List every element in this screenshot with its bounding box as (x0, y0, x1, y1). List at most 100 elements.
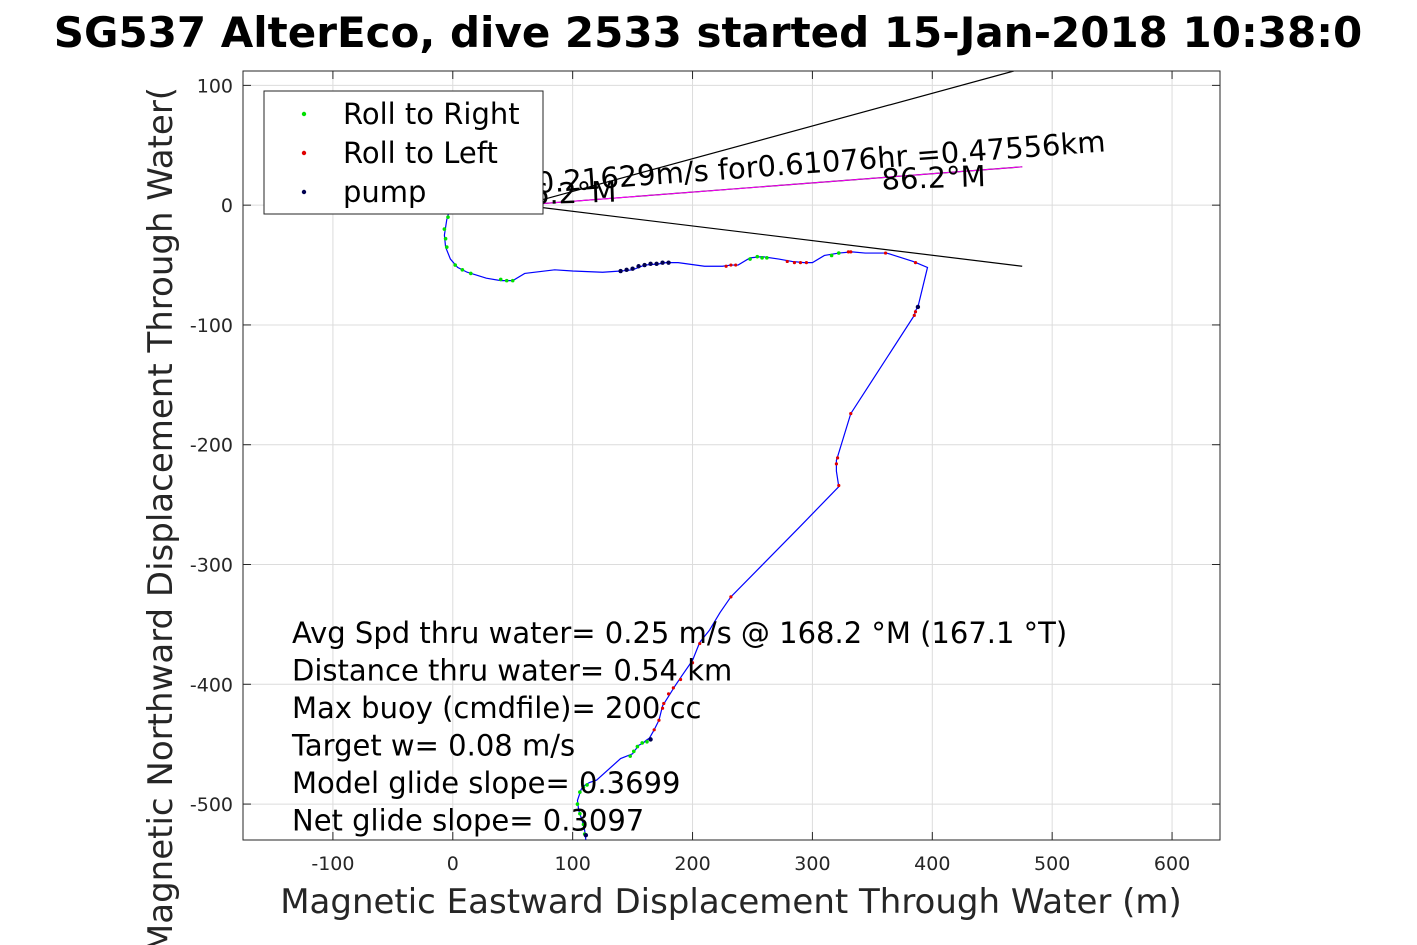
roll-left-point (678, 677, 683, 682)
roll-right-point (443, 236, 448, 241)
legend-marker (301, 150, 307, 156)
plot-frame (242, 70, 1221, 841)
stats-block: Avg Spd thru water= 0.25 m/s @ 168.2 °M … (291, 616, 1067, 838)
x-tick-label: 300 (794, 853, 830, 875)
roll-right-point (442, 227, 447, 231)
stats-line: Target w= 0.08 m/s (291, 729, 575, 763)
pump-point (915, 304, 921, 310)
heading-lines (522, 71, 1023, 267)
pump-point (660, 260, 665, 265)
y-tick-label: -500 (190, 794, 233, 816)
x-tick-label: 0 (447, 853, 459, 875)
roll-right-point (578, 811, 582, 816)
roll-left-point (837, 483, 841, 488)
legend-label: Roll to Left (343, 136, 498, 170)
heading-line (522, 204, 1023, 267)
roll-left-point (729, 595, 733, 599)
pump-point (642, 262, 647, 268)
roll-left-point (657, 718, 661, 722)
roll-left-point (660, 706, 665, 710)
stats-line: Avg Spd thru water= 0.25 m/s @ 168.2 °M … (292, 616, 1067, 650)
roll-right-point (581, 785, 586, 790)
roll-left-point (834, 462, 838, 466)
roll-left-point (912, 313, 916, 317)
y-tick-label: 0 (221, 195, 233, 217)
roll-right-point (504, 278, 509, 283)
y-tick-label: -300 (190, 555, 233, 577)
roll-left-point (849, 411, 853, 416)
roll-right-point (635, 744, 640, 749)
chart-title: SG537 AlterEco, dive 2533 started 15-Jan… (54, 8, 1362, 57)
roll-left-point (835, 456, 840, 460)
roll-right-point (444, 245, 449, 249)
stats-line: Max buoy (cmdfile)= 200 cc (292, 691, 701, 725)
roll-right-point (446, 215, 450, 219)
roll-left-point (792, 261, 797, 265)
roll-left-point (798, 261, 803, 265)
roll-right-point (632, 749, 636, 754)
roll-right-point (581, 822, 586, 827)
pump-point (636, 264, 641, 269)
heading-line (522, 71, 1014, 206)
roll-left-point (785, 259, 789, 264)
roll-left-point (804, 261, 809, 265)
roll-right-point (755, 254, 760, 259)
roll-right-point (460, 268, 465, 272)
roll-right-point (640, 741, 644, 745)
mean-heading-line (522, 166, 1023, 206)
pump-point (666, 260, 671, 265)
roll-left-point (724, 264, 728, 268)
roll-right-point (628, 754, 633, 758)
roll-right-point (765, 256, 769, 260)
roll-right-point (836, 251, 841, 255)
legend-label: pump (343, 175, 426, 209)
roll-left-point (729, 263, 733, 267)
x-tick-label: 400 (914, 853, 950, 875)
roll-left-point (666, 692, 671, 696)
roll-left-point (662, 701, 666, 706)
roll-right-point (575, 802, 580, 806)
pump-point (630, 266, 635, 271)
roll-left-point (690, 661, 695, 665)
pump-point (648, 737, 653, 742)
ticks: -100 0 100 200 300 400 500 600 100 0 -100 -200 -300 -… (190, 71, 1220, 875)
roll-left-point (698, 641, 702, 646)
pump-point (648, 261, 653, 267)
x-tick-label: 600 (1154, 853, 1190, 875)
roll-left-point (652, 728, 656, 732)
x-tick-label: -100 (311, 853, 354, 875)
roll-right-point (498, 277, 503, 282)
legend: Roll to Right Roll to Left pump (263, 90, 544, 215)
heading-annotation: 86.2°M (881, 159, 986, 197)
points-group (442, 210, 921, 838)
roll-left-point (671, 686, 675, 690)
pump-point (583, 833, 589, 838)
pump-point (618, 268, 623, 274)
roll-left-point (913, 261, 918, 265)
pump-point (654, 261, 659, 267)
roll-left-point (849, 250, 853, 254)
y-axis-label: Magnetic Northward Displacement Through … (141, 87, 181, 945)
legend-label: Roll to Right (343, 97, 520, 131)
stats-line: Distance thru water= 0.54 km (292, 654, 732, 688)
roll-right-point (453, 263, 457, 267)
x-tick-label: 500 (1034, 853, 1070, 875)
y-tick-label: -100 (190, 315, 233, 337)
roll-right-point (585, 783, 589, 787)
roll-right-point (748, 257, 752, 261)
y-tick-label: -400 (190, 674, 233, 696)
roll-left-point (913, 310, 918, 314)
roll-right-point (578, 790, 582, 794)
stats-line: Model glide slope= 0.3699 (292, 766, 680, 800)
roll-left-point (883, 251, 888, 255)
y-tick-label: 100 (197, 75, 233, 97)
legend-marker (301, 189, 307, 195)
x-axis-label: Magnetic Eastward Displacement Through W… (280, 882, 1182, 922)
pump-point (624, 267, 629, 273)
roll-right-point (468, 271, 473, 276)
roll-right-point (510, 278, 515, 283)
legend-box (263, 90, 544, 215)
x-tick-label: 100 (555, 853, 591, 875)
legend-marker (301, 111, 307, 117)
